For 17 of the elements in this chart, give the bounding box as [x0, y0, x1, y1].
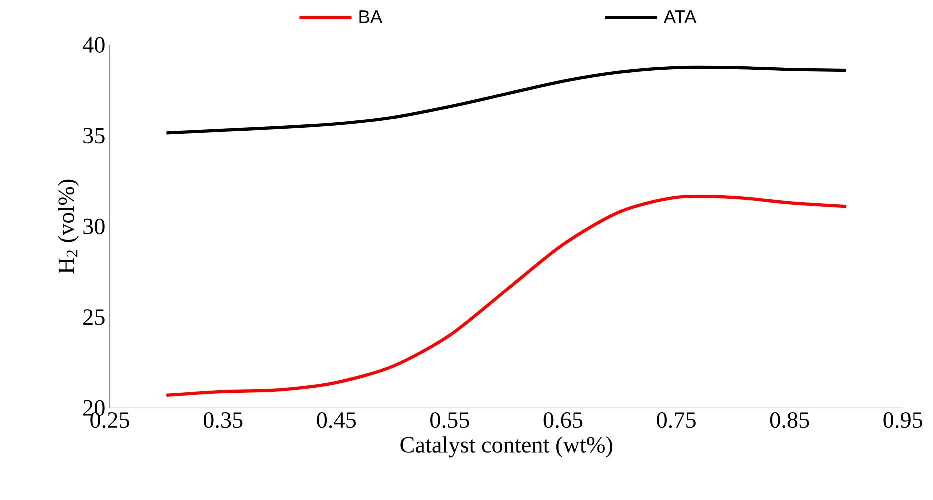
legend-label: ATA [664, 10, 697, 24]
line-series [165, 194, 848, 397]
y-tick-label: 40 [83, 37, 105, 53]
x-tick-label: 0.85 [770, 412, 810, 428]
x-tick-label: 0.55 [430, 412, 470, 428]
x-tick-label: 0.95 [884, 412, 923, 428]
y-tick-label: 35 [84, 128, 105, 144]
line-series [165, 66, 848, 135]
x-tick-label: 0.35 [204, 412, 243, 428]
x-axis-title: Catalyst content (wt%) [400, 436, 612, 458]
y-tick-label: 30 [84, 218, 105, 234]
x-tick-label: 0.65 [544, 412, 583, 428]
y-axis-title: H$_{2}$ (vol%) [58, 180, 80, 274]
x-tick-label: 0.75 [657, 412, 696, 428]
x-tick-label: 0.45 [317, 412, 356, 428]
y-tick-label: 25 [84, 310, 105, 326]
legend-label: BA [360, 10, 383, 24]
